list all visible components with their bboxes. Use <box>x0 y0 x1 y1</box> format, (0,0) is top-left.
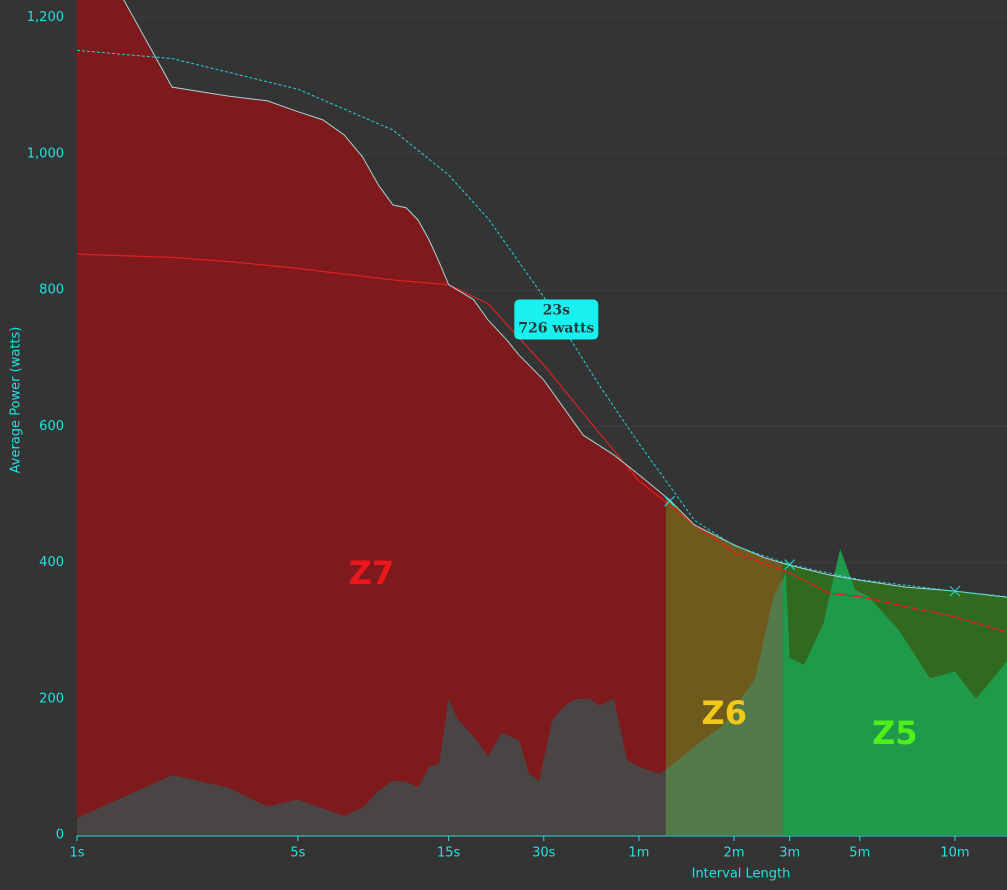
plot-area: Z7 Z6 Z5 <box>77 0 1007 835</box>
tooltip-box <box>514 299 599 340</box>
zone-label: Z7 <box>349 554 394 592</box>
x-tick-label: 10m <box>940 846 969 861</box>
power-curve <box>123 0 1007 598</box>
x-tick-label: 3m <box>779 846 800 861</box>
model-curve <box>77 49 1007 598</box>
x-tick-label: 15s <box>437 846 461 861</box>
zone <box>665 496 783 835</box>
average-line <box>77 253 1007 633</box>
y-tick-label: 0 <box>56 828 64 843</box>
y-tick-label: 800 <box>39 283 64 298</box>
x-tick-label: 1s <box>69 846 84 861</box>
zone-label: Z6 <box>701 694 746 732</box>
y-axis-title: Average Power (watts) <box>9 327 24 474</box>
x-tick-label: 5s <box>290 846 305 861</box>
ride-area <box>77 698 666 835</box>
zone <box>782 548 1007 835</box>
x-tick-label: 5m <box>849 846 870 861</box>
y-tick-label: 400 <box>39 555 64 570</box>
marker <box>784 559 796 570</box>
y-tick-label: 200 <box>39 691 64 706</box>
marker <box>664 495 675 507</box>
x-axis-title: Interval Length <box>692 867 791 882</box>
zone-fill <box>77 0 666 835</box>
tooltip: 23s 726 watts <box>514 299 599 340</box>
marker <box>949 585 961 597</box>
tooltip-text: 726 watts <box>518 321 594 337</box>
zone-label: Z5 <box>872 714 917 752</box>
x-tick-label: 1m <box>628 846 649 861</box>
y-tick-label: 600 <box>39 419 64 434</box>
ride-area <box>665 578 783 835</box>
ride-area <box>782 548 1007 835</box>
y-tick-label: 1,000 <box>27 146 64 161</box>
y-tick-label: 1,200 <box>27 10 64 25</box>
zone <box>77 0 666 835</box>
x-tick-label: 2m <box>724 846 745 861</box>
tooltip-text: 23s <box>543 303 570 319</box>
x-tick-label: 30s <box>532 846 556 861</box>
